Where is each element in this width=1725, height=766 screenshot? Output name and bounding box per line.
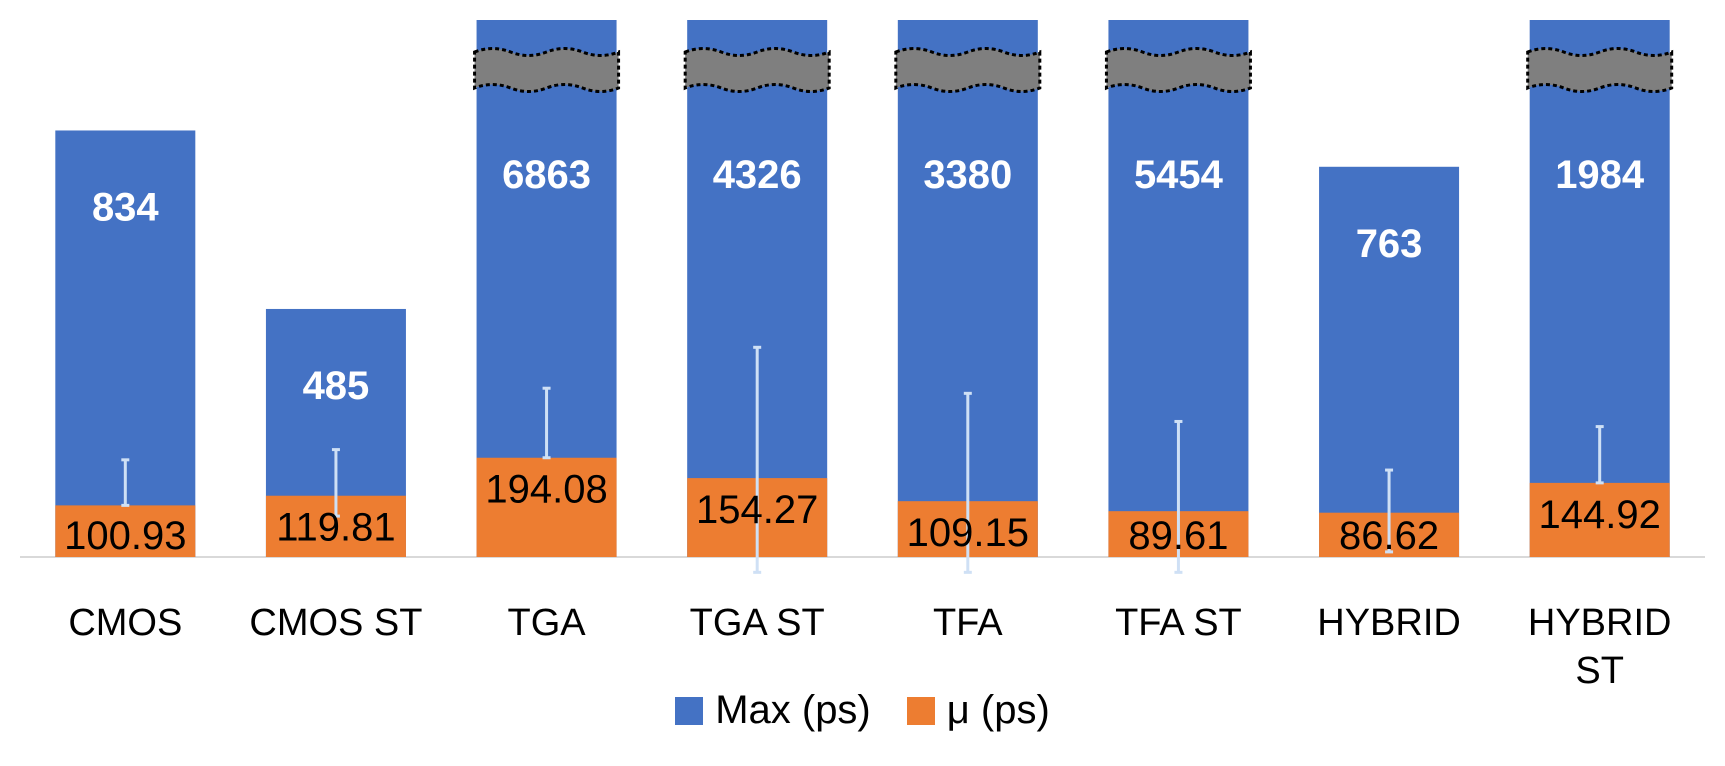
axis-break-shape-tga-st bbox=[683, 47, 831, 93]
category-label-tfa: TFA bbox=[933, 602, 1003, 644]
category-label-line-cmos-st-0: CMOS ST bbox=[249, 602, 422, 644]
data-label-max-cmos: 834 bbox=[92, 185, 159, 229]
bar-mu-hybrid-st bbox=[1529, 482, 1670, 557]
axis-break-shape-tga bbox=[473, 47, 621, 93]
data-label-max-tga-st: 4326 bbox=[713, 153, 802, 197]
bar-mu-tga bbox=[476, 457, 617, 557]
data-label-max-hybrid-st: 1984 bbox=[1555, 153, 1645, 197]
category-label-line-tga-0: TGA bbox=[508, 602, 587, 644]
data-label-max-tfa-st: 5454 bbox=[1134, 153, 1224, 197]
legend: Max (ps) μ (ps) bbox=[0, 688, 1725, 733]
legend-label-mu: μ (ps) bbox=[946, 688, 1050, 732]
data-label-mu-tfa: 109.15 bbox=[907, 511, 1029, 555]
category-label-hybrid: HYBRID bbox=[1317, 602, 1461, 644]
legend-label-max: Max (ps) bbox=[715, 688, 871, 732]
axis-break-tfa-st bbox=[1104, 47, 1252, 93]
data-label-mu-tga-st: 154.27 bbox=[696, 488, 818, 532]
legend-swatch-mu bbox=[906, 696, 935, 725]
category-label-line-hybrid-st-0: HYBRID bbox=[1528, 602, 1672, 644]
axis-break-shape-tfa-st bbox=[1104, 47, 1252, 93]
axis-break-tga-st bbox=[683, 47, 831, 93]
category-label-tfa-st: TFA ST bbox=[1115, 602, 1242, 644]
category-label-tga: TGA bbox=[508, 602, 587, 644]
category-label-hybrid-st: HYBRID ST bbox=[1528, 602, 1672, 692]
category-label-cmos: CMOS bbox=[68, 602, 182, 644]
category-label-cmos-st: CMOS ST bbox=[249, 602, 422, 644]
legend-swatch-max bbox=[675, 696, 704, 725]
data-label-mu-tfa-st: 89.61 bbox=[1128, 514, 1228, 558]
legend-item-max: Max (ps) bbox=[675, 688, 871, 733]
category-label-line-tga-st-0: TGA ST bbox=[690, 602, 825, 644]
axis-break-tfa bbox=[894, 47, 1042, 93]
data-label-mu-hybrid: 86.62 bbox=[1339, 514, 1439, 558]
category-label-line-tfa-0: TFA bbox=[933, 602, 1003, 644]
bar-mu-cmos bbox=[55, 505, 196, 557]
data-label-mu-cmos-st: 119.81 bbox=[276, 506, 395, 550]
axis-break-tga bbox=[473, 47, 621, 93]
data-label-mu-tga: 194.08 bbox=[485, 468, 607, 512]
category-label-line-cmos-0: CMOS bbox=[68, 602, 182, 644]
category-label-line-tfa-st-0: TFA ST bbox=[1115, 602, 1242, 644]
category-label-line-hybrid-st-1: ST bbox=[1575, 650, 1624, 692]
category-label-tga-st: TGA ST bbox=[690, 602, 825, 644]
legend-item-mu: μ (ps) bbox=[906, 688, 1050, 733]
data-label-max-hybrid: 763 bbox=[1356, 222, 1423, 266]
data-label-max-tfa: 3380 bbox=[923, 153, 1012, 197]
axis-break-shape-tfa bbox=[894, 47, 1042, 93]
category-label-line-hybrid-0: HYBRID bbox=[1317, 602, 1461, 644]
data-label-max-tga: 6863 bbox=[502, 153, 591, 197]
data-label-mu-cmos: 100.93 bbox=[64, 514, 186, 558]
axis-break-hybrid-st bbox=[1526, 47, 1674, 93]
axis-break-shape-hybrid-st bbox=[1526, 47, 1674, 93]
data-label-max-cmos-st: 485 bbox=[303, 364, 370, 408]
data-label-mu-hybrid-st: 144.92 bbox=[1539, 493, 1661, 537]
